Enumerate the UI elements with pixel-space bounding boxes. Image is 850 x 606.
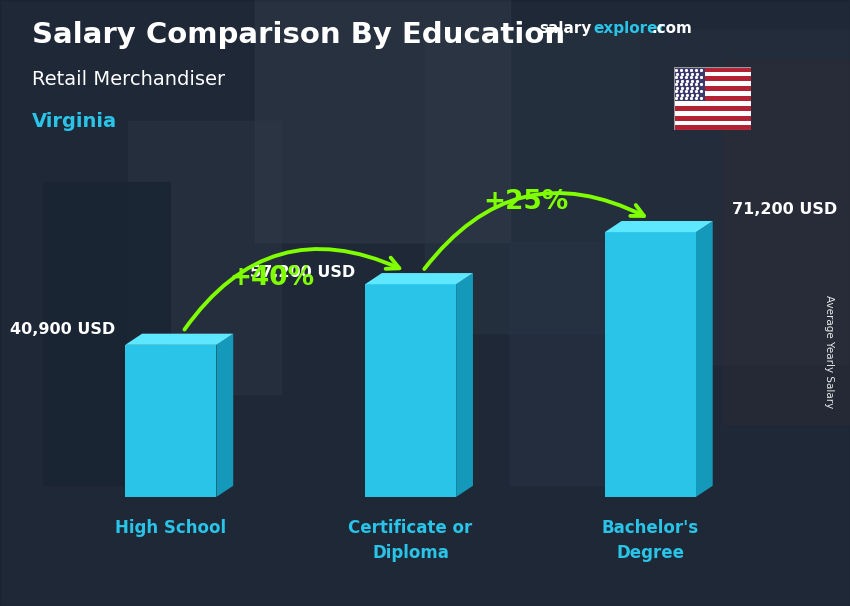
Polygon shape	[365, 273, 473, 284]
Bar	[674, 111, 751, 116]
Bar	[722, 61, 850, 424]
Text: .com: .com	[651, 21, 692, 36]
Text: 71,200 USD: 71,200 USD	[732, 202, 837, 216]
Text: +40%: +40%	[229, 265, 314, 291]
Text: 57,200 USD: 57,200 USD	[250, 265, 355, 280]
Bar	[674, 116, 751, 121]
Polygon shape	[696, 221, 712, 497]
Text: Virginia: Virginia	[32, 112, 117, 131]
Bar	[674, 81, 751, 86]
Bar	[674, 125, 751, 130]
Text: +25%: +25%	[483, 190, 569, 215]
Text: salary: salary	[540, 21, 592, 36]
Bar	[674, 96, 751, 101]
Bar	[674, 76, 751, 81]
Bar	[638, 30, 850, 364]
Bar	[42, 182, 170, 485]
Polygon shape	[217, 334, 233, 497]
Polygon shape	[456, 273, 473, 497]
Polygon shape	[605, 221, 712, 232]
Bar	[674, 72, 751, 76]
Text: Certificate or
Diploma: Certificate or Diploma	[348, 519, 473, 562]
Text: High School: High School	[116, 519, 226, 538]
Polygon shape	[365, 284, 456, 497]
Bar	[674, 86, 751, 91]
Bar	[674, 91, 751, 96]
Bar	[425, 30, 638, 333]
Text: Bachelor's
Degree: Bachelor's Degree	[602, 519, 699, 562]
Bar	[255, 0, 510, 242]
Text: Average Yearly Salary: Average Yearly Salary	[824, 295, 834, 408]
Bar	[674, 121, 751, 125]
Bar	[674, 67, 751, 72]
Polygon shape	[605, 232, 696, 497]
Text: 40,900 USD: 40,900 USD	[10, 322, 116, 337]
Polygon shape	[125, 334, 233, 345]
Polygon shape	[125, 345, 217, 497]
Text: Salary Comparison By Education: Salary Comparison By Education	[32, 21, 565, 49]
Bar	[128, 121, 280, 394]
Bar	[674, 106, 751, 111]
Text: explorer: explorer	[593, 21, 666, 36]
Bar	[674, 67, 705, 101]
Text: Retail Merchandiser: Retail Merchandiser	[32, 70, 225, 88]
Bar	[510, 242, 680, 485]
Bar	[674, 101, 751, 106]
